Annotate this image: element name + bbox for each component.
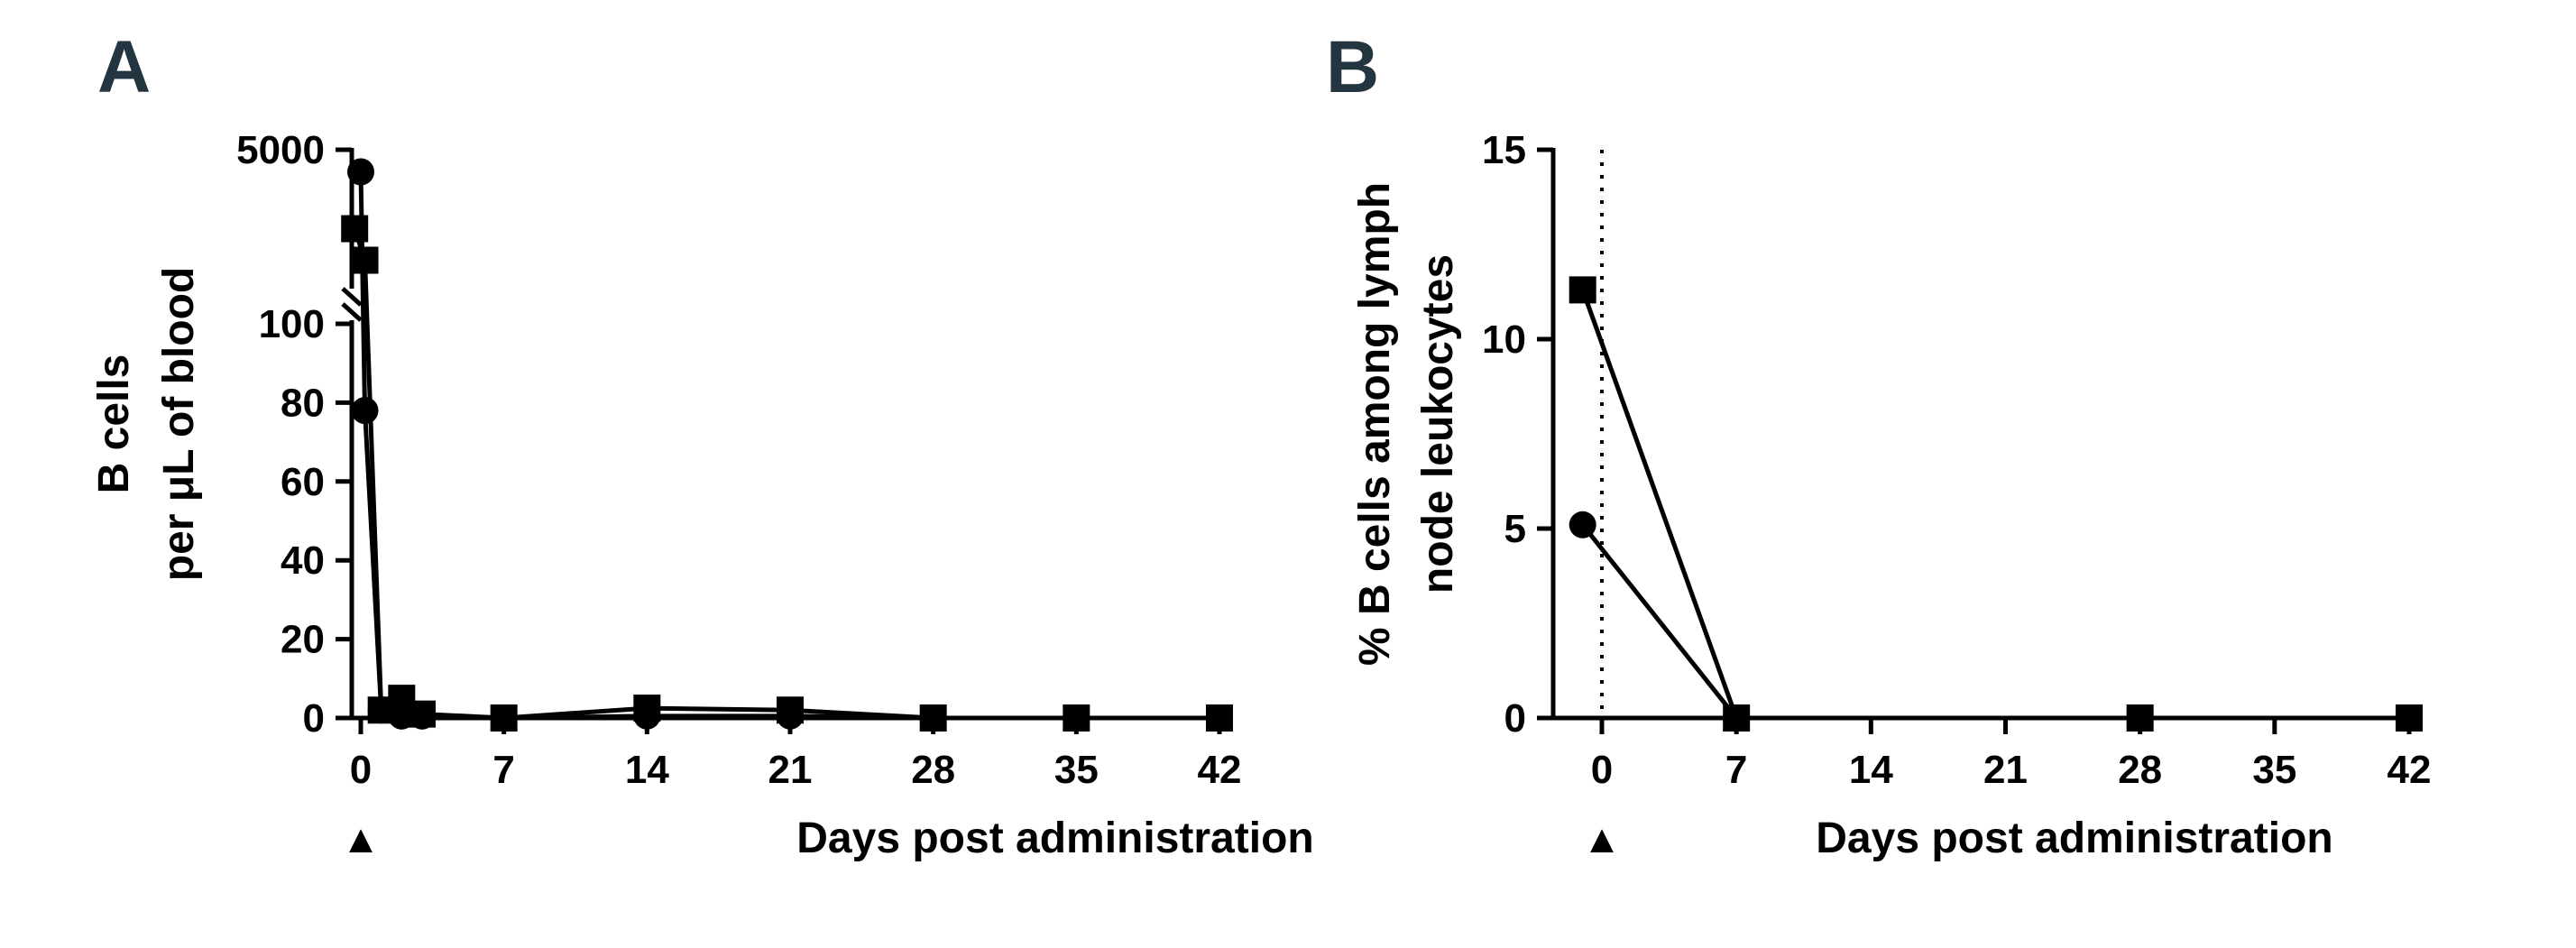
panel-a-y-break-mark-lower bbox=[341, 302, 363, 322]
panel-b: B 0 5 10 15 0 7 14 21 28 35 42 Days post administr… bbox=[1326, 26, 2431, 862]
panel-a-x-tick-label-4: 28 bbox=[911, 748, 955, 792]
panel-b-series-1-line bbox=[1580, 289, 2409, 721]
panel-b-letter: B bbox=[1326, 26, 1379, 108]
panel-a-y-tick-label-5: 100 bbox=[259, 302, 325, 346]
panel-b-series-1-point-0 bbox=[1569, 276, 1596, 304]
panel-a-series-1-point-7 bbox=[777, 696, 804, 724]
panel-b-x-tick-label-6: 42 bbox=[2387, 748, 2432, 792]
panel-b-series-0-point-0 bbox=[1569, 511, 1596, 538]
panel-a-x-tick-label-1: 7 bbox=[492, 748, 514, 792]
panel-b-series-0-line bbox=[1580, 523, 1739, 720]
panel-b-x-tick-label-5: 35 bbox=[2252, 748, 2296, 792]
panel-a-x-tick-label-5: 35 bbox=[1054, 748, 1099, 792]
panel-a-y-tick-label-1: 20 bbox=[281, 618, 325, 662]
panel-a-ylabel-line-2: per μL of blood bbox=[155, 267, 203, 581]
panel-b-y-tick-label-1: 5 bbox=[1504, 507, 1526, 551]
panel-a-series-1-point-10 bbox=[1206, 704, 1233, 732]
panel-b-ylabel-line-2: node leukocytes bbox=[1414, 254, 1462, 594]
panel-b-x-tick-label-1: 7 bbox=[1725, 748, 1747, 792]
panel-b-admin-marker: ▲ bbox=[1582, 817, 1622, 861]
panel-a-y-tick-label-0: 0 bbox=[303, 696, 325, 741]
panel-a-series-0-point-0 bbox=[347, 158, 374, 186]
panel-b-x-tick-label-3: 21 bbox=[1983, 748, 2028, 792]
panel-a-x-tick-label-0: 0 bbox=[350, 748, 372, 792]
panel-a-y-tick-label-3: 60 bbox=[281, 460, 325, 504]
panel-a-admin-marker: ▲ bbox=[341, 817, 381, 861]
panel-a-series-1-point-0 bbox=[341, 215, 369, 243]
panel-b-x-tick-label-2: 14 bbox=[1849, 748, 1893, 792]
panel-a-series-1-point-1 bbox=[351, 246, 379, 274]
panel-a-series-1-line bbox=[352, 227, 1219, 721]
panel-b-x-tick-label-4: 28 bbox=[2118, 748, 2162, 792]
panel-b-y-tick-label-2: 10 bbox=[1482, 318, 1526, 362]
panel-b-x-tick-label-0: 0 bbox=[1591, 748, 1613, 792]
panel-b-tick-labels: 0 5 10 15 0 7 14 21 28 35 42 bbox=[1482, 128, 2431, 792]
panel-b-y-tick-label-3: 15 bbox=[1482, 128, 1526, 172]
panel-b-ylabel-line-1: % B cells among lymph bbox=[1351, 182, 1399, 666]
panel-b-series-1-point-1 bbox=[1723, 704, 1751, 732]
panel-a-series-1-point-9 bbox=[1063, 704, 1090, 732]
panel-a-series-1-point-6 bbox=[633, 695, 661, 723]
panel-a-y-break-mark-upper bbox=[341, 287, 363, 307]
panel-a-axes bbox=[336, 147, 1223, 734]
panel-a-y-tick-label-2: 40 bbox=[281, 538, 325, 583]
panel-b-xlabel: Days post administration bbox=[1816, 815, 2332, 862]
panel-a-x-tick-label-6: 42 bbox=[1198, 748, 1242, 792]
panel-a-x-tick-label-2: 14 bbox=[625, 748, 669, 792]
panel-a-xlabel: Days post administration bbox=[796, 815, 1313, 862]
panel-a-series-0-line bbox=[358, 171, 1219, 721]
panel-a: A 0 20 40 60 80 100 5000 0 7 14 21 28 35 42 Days post… bbox=[90, 26, 1314, 862]
panel-a-series-1-point-5 bbox=[490, 704, 518, 732]
panel-a-ylabel-line-1: B cells bbox=[90, 354, 138, 494]
panel-a-series bbox=[341, 158, 1233, 732]
panel-b-y-tick-label-0: 0 bbox=[1504, 696, 1526, 741]
panel-a-series-0-point-1 bbox=[351, 397, 379, 425]
panel-a-tick-labels: 0 20 40 60 80 100 5000 0 7 14 21 28 35 42 bbox=[236, 128, 1241, 792]
panel-a-y-tick-label-4: 80 bbox=[281, 381, 325, 425]
panel-b-axes bbox=[1537, 147, 2413, 734]
panel-a-letter: A bbox=[97, 26, 151, 108]
panel-a-series-1-point-8 bbox=[919, 704, 947, 732]
panel-a-x-tick-label-3: 21 bbox=[768, 748, 813, 792]
panel-b-series-1-point-2 bbox=[2126, 704, 2154, 732]
panel-b-series-1-point-3 bbox=[2396, 704, 2423, 732]
panel-b-series bbox=[1569, 276, 2423, 732]
panel-a-y-upper-tick-label-0: 5000 bbox=[236, 128, 325, 172]
panel-a-series-1-point-4 bbox=[409, 700, 436, 728]
